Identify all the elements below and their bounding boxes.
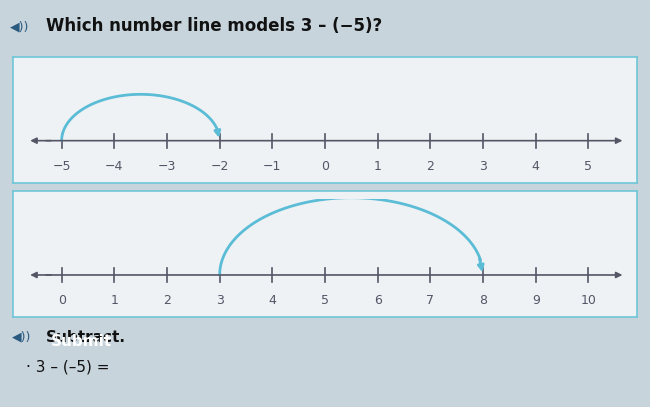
Text: −5: −5: [53, 160, 71, 173]
Text: · 3 – (–5) =: · 3 – (–5) =: [26, 359, 109, 374]
Text: 5: 5: [321, 294, 329, 307]
Text: 0: 0: [58, 294, 66, 307]
Text: ◀)): ◀)): [12, 330, 31, 344]
Text: −4: −4: [105, 160, 124, 173]
Text: Which number line models 3 – (−5)?: Which number line models 3 – (−5)?: [46, 18, 382, 35]
Text: 9: 9: [532, 294, 539, 307]
Text: 4: 4: [268, 294, 276, 307]
Text: Subtract.: Subtract.: [46, 330, 125, 345]
Text: 6: 6: [374, 294, 382, 307]
Text: 3: 3: [216, 294, 224, 307]
Text: −3: −3: [158, 160, 176, 173]
Text: 2: 2: [426, 160, 434, 173]
Text: 2: 2: [163, 294, 171, 307]
Text: 1: 1: [374, 160, 382, 173]
Text: 3: 3: [479, 160, 487, 173]
Text: 4: 4: [532, 160, 539, 173]
Text: 5: 5: [584, 160, 592, 173]
Text: ◀)): ◀)): [10, 20, 29, 33]
Text: −1: −1: [263, 160, 281, 173]
Text: 7: 7: [426, 294, 434, 307]
Text: Submit: Submit: [51, 335, 112, 349]
Text: 1: 1: [111, 294, 118, 307]
Text: 10: 10: [580, 294, 596, 307]
Text: 0: 0: [321, 160, 329, 173]
Text: −2: −2: [211, 160, 229, 173]
Text: 8: 8: [479, 294, 487, 307]
